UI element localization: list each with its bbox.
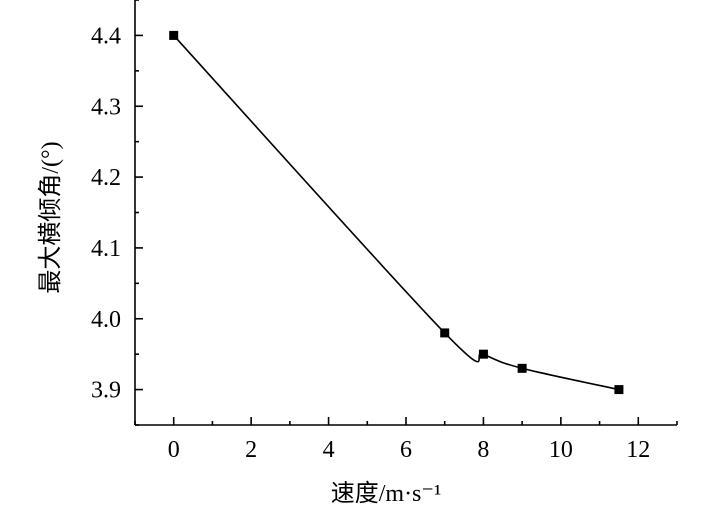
y-tick-label: 4.0 [91, 307, 121, 333]
x-tick-label: 4 [323, 437, 335, 463]
x-ticks: 0 2 4 6 8 10 12 [134, 417, 678, 463]
y-axis-title: 最大横倾角/(°) [37, 141, 64, 293]
y-tick-label: 4.4 [91, 23, 121, 49]
series-line [173, 34, 620, 391]
data-point [517, 363, 527, 373]
x-tick-label: 10 [549, 437, 573, 463]
x-tick-label: 2 [245, 437, 257, 463]
data-point [440, 328, 450, 338]
y-tick-label: 4.2 [91, 165, 121, 191]
y-ticks: 3.9 4.0 4.1 4.2 4.3 4.4 [91, 0, 143, 426]
x-tick-label: 0 [168, 437, 180, 463]
y-tick-label: 3.9 [91, 378, 121, 404]
axes [134, 0, 677, 426]
x-tick-label: 6 [400, 437, 412, 463]
x-axis-title: 速度/m·s⁻¹ [331, 480, 442, 507]
data-point [478, 349, 488, 359]
data-markers [169, 30, 624, 395]
data-point [169, 30, 179, 40]
x-tick-label: 8 [477, 437, 489, 463]
y-tick-label: 4.1 [91, 236, 121, 262]
y-tick-label: 4.3 [91, 94, 121, 120]
x-tick-label: 12 [626, 437, 650, 463]
data-point [614, 385, 624, 395]
